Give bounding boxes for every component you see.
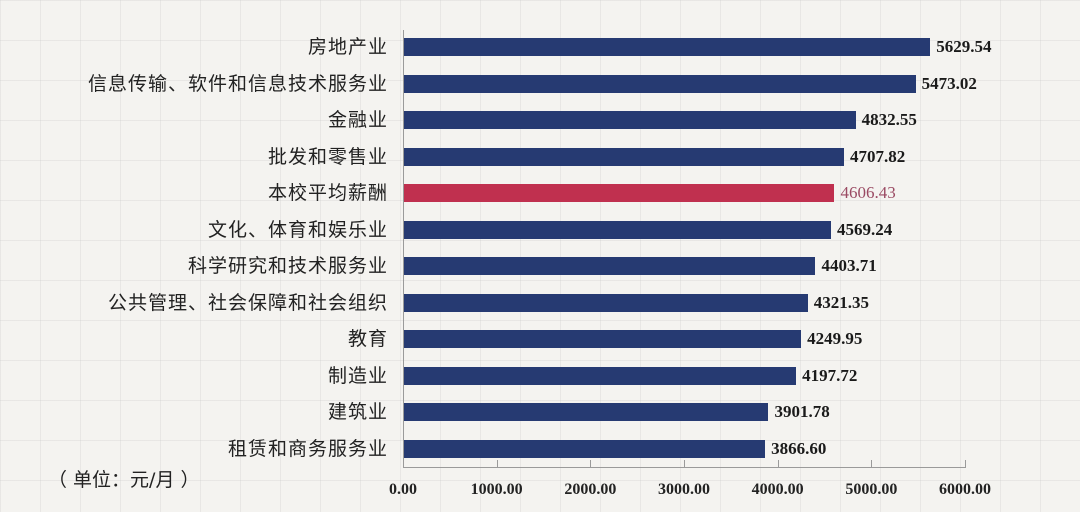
category-label: 信息传输、软件和信息技术服务业 xyxy=(87,72,388,95)
data-bar xyxy=(403,257,816,275)
data-bar xyxy=(403,38,931,56)
data-bar xyxy=(403,293,808,312)
value-label: 3866.60 xyxy=(771,438,827,458)
value-label: 4832.55 xyxy=(861,110,917,129)
x-axis-tick xyxy=(871,460,873,468)
category-label: 租赁和商务服务业 xyxy=(227,437,388,460)
value-label: 3901.78 xyxy=(774,402,830,421)
x-axis-tick-label: 5000.00 xyxy=(845,481,898,498)
x-axis-tick xyxy=(590,460,592,468)
x-axis-tick-label: 6000.00 xyxy=(939,481,991,498)
x-axis-tick-label: 4000.00 xyxy=(751,481,804,498)
category-label: 科学研究和技术服务业 xyxy=(187,255,388,277)
category-label: 本校平均薪酬 xyxy=(267,182,388,204)
value-label: 4403.71 xyxy=(821,256,877,275)
data-bar xyxy=(403,366,797,385)
unit-note: （ 单位：元/月 ） xyxy=(48,469,200,491)
category-label: 制造业 xyxy=(327,364,388,387)
value-label: 4321.35 xyxy=(813,292,870,312)
x-axis-tick-label: 0.00 xyxy=(389,481,417,498)
category-label: 金融业 xyxy=(327,109,388,131)
category-label: 建筑业 xyxy=(327,401,388,423)
category-label: 公共管理、社会保障和社会组织 xyxy=(107,291,388,314)
y-axis-line xyxy=(403,30,404,468)
value-label: 4249.95 xyxy=(807,329,863,348)
value-label: 4707.82 xyxy=(849,146,906,166)
highlight-bar xyxy=(403,184,835,202)
x-axis-tick xyxy=(684,460,685,468)
x-axis-tick xyxy=(403,460,404,468)
x-axis-tick-label: 1000.00 xyxy=(470,481,523,498)
value-label: 5629.54 xyxy=(936,37,992,56)
data-bar xyxy=(403,111,856,129)
value-label: 4197.72 xyxy=(802,365,858,385)
value-label: 5473.02 xyxy=(921,73,977,93)
category-label: 房地产业 xyxy=(307,36,388,58)
x-axis-tick xyxy=(965,460,966,468)
data-bar xyxy=(403,220,831,239)
x-axis-tick xyxy=(496,460,498,468)
category-label: 批发和零售业 xyxy=(267,145,388,168)
value-label: 4569.24 xyxy=(836,219,893,239)
category-label: 教育 xyxy=(347,328,388,350)
x-axis-tick xyxy=(777,460,779,468)
x-axis-tick-label: 2000.00 xyxy=(564,481,617,498)
value-label: 4606.43 xyxy=(840,183,896,202)
x-axis-tick-label: 3000.00 xyxy=(658,481,710,498)
data-bar xyxy=(403,403,769,421)
data-bar xyxy=(403,74,916,93)
category-label: 文化、体育和娱乐业 xyxy=(207,218,388,241)
data-bar xyxy=(403,330,802,348)
data-bar xyxy=(403,439,766,458)
data-bar xyxy=(403,147,844,166)
